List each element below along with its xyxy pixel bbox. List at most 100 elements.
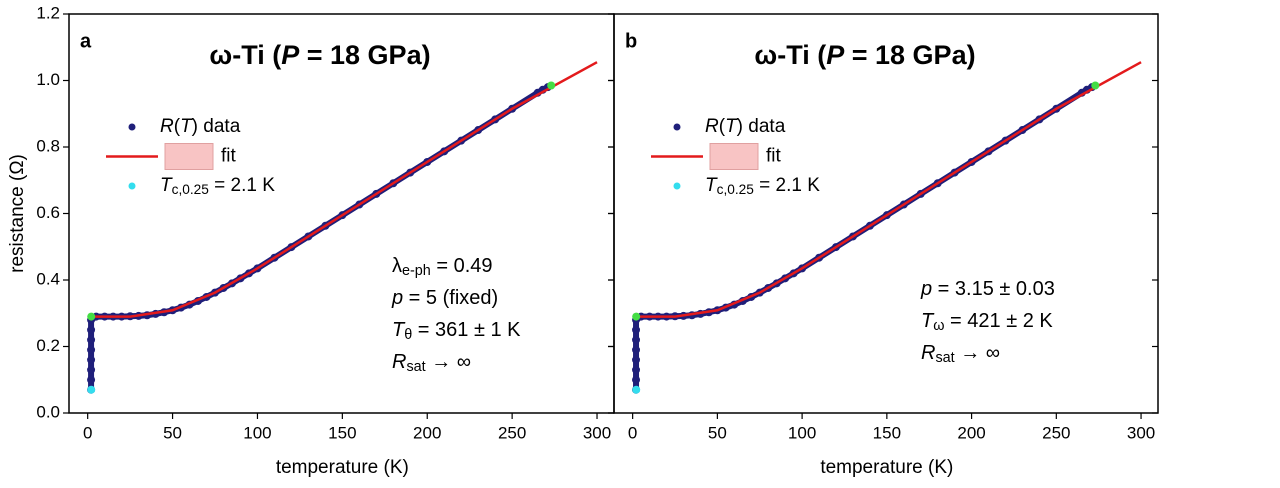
text-part: R: [392, 351, 406, 373]
text-part: p: [391, 287, 403, 309]
text-part: = 2.1 K: [209, 175, 275, 196]
annotation: λe-ph = 0.49: [392, 255, 493, 279]
x-tick-label: 250: [498, 423, 526, 442]
x-tick-label: 100: [788, 423, 816, 442]
legend-label: R(T) data: [160, 116, 241, 137]
x-tick-label: 200: [413, 423, 441, 442]
text-part: e-ph: [402, 263, 431, 279]
y-tick-label: 0.4: [36, 269, 60, 288]
y-tick-label: 0.8: [36, 136, 60, 155]
x-tick-label: 50: [708, 423, 727, 442]
text-part: = 18 GPa): [844, 40, 975, 70]
data-point: [632, 385, 641, 394]
text-part: θ: [404, 327, 412, 343]
data-point: [632, 355, 641, 364]
text-part: T: [921, 310, 935, 332]
x-tick-label: 0: [83, 423, 92, 442]
text-part: = 421 ± 2 K: [944, 310, 1053, 332]
legend-label: Tc,0.25 = 2.1 K: [705, 175, 820, 197]
legend-marker: [673, 123, 681, 131]
text-part: = 3.15 ± 0.03: [932, 278, 1055, 300]
text-part: → ∞: [426, 351, 471, 373]
data-point: [87, 365, 96, 374]
text-part: = 5 (fixed): [403, 287, 498, 309]
annotation: Rsat → ∞: [392, 351, 471, 375]
text-part: T: [705, 175, 718, 196]
text-part: fit: [221, 146, 237, 167]
data-point: [632, 335, 641, 344]
text-part: P: [281, 40, 300, 70]
panel-label: a: [80, 30, 92, 52]
x-tick-label: 150: [873, 423, 901, 442]
x-tick-label: 100: [243, 423, 271, 442]
data-point: [547, 81, 556, 90]
chart-title: ω-Ti (P = 18 GPa): [754, 40, 975, 70]
data-point: [632, 325, 641, 334]
data-point: [87, 325, 96, 334]
annotation: Tθ = 361 ± 1 K: [392, 319, 521, 343]
text-part: c,0.25: [172, 182, 210, 197]
text-part: λ: [392, 255, 402, 277]
x-tick-label: 200: [957, 423, 985, 442]
text-part: T: [180, 116, 193, 137]
text-part: ω-Ti (: [754, 40, 826, 70]
legend-label: fit: [766, 146, 782, 167]
text-part: T: [160, 175, 173, 196]
text-part: p: [920, 278, 932, 300]
legend-marker: [673, 182, 681, 190]
legend-label: fit: [221, 146, 237, 167]
text-part: R: [160, 116, 174, 137]
legend-label: Tc,0.25 = 2.1 K: [160, 175, 275, 197]
text-part: c,0.25: [717, 182, 755, 197]
x-tick-label: 300: [1127, 423, 1155, 442]
annotation: Rsat → ∞: [921, 342, 1000, 366]
text-part: sat: [406, 359, 425, 375]
x-tick-label: 300: [583, 423, 611, 442]
text-part: ω: [933, 318, 944, 334]
y-tick-label: 0.2: [36, 336, 60, 355]
text-part: ) data: [737, 116, 786, 137]
y-tick-label: 0.0: [36, 402, 60, 421]
text-part: P: [826, 40, 845, 70]
x-tick-label: 250: [1042, 423, 1070, 442]
x-tick-label: 50: [163, 423, 182, 442]
text-part: sat: [935, 350, 954, 366]
annotation: Tω = 421 ± 2 K: [921, 310, 1053, 334]
text-part: T: [725, 116, 738, 137]
text-part: ) data: [192, 116, 241, 137]
x-axis-label: temperature (K): [820, 457, 953, 478]
text-part: (: [174, 116, 181, 137]
y-tick-label: 0.6: [36, 203, 60, 222]
data-point: [87, 335, 96, 344]
y-tick-label: 1.0: [36, 70, 60, 89]
legend-band: [709, 143, 759, 170]
chart-title: ω-Ti (P = 18 GPa): [209, 40, 430, 70]
text-part: R: [921, 342, 935, 364]
legend-band: [164, 143, 214, 170]
y-axis-label: resistance (Ω): [7, 154, 28, 273]
x-tick-label: 0: [628, 423, 637, 442]
text-part: = 2.1 K: [754, 175, 820, 196]
text-part: → ∞: [955, 342, 1000, 364]
fit-line: [91, 61, 598, 318]
text-part: (: [719, 116, 726, 137]
data-point: [632, 312, 641, 321]
text-part: ω-Ti (: [209, 40, 281, 70]
fit-line: [636, 61, 1142, 318]
data-point: [87, 345, 96, 354]
data-point: [632, 365, 641, 374]
data-point: [632, 375, 641, 384]
data-point: [87, 385, 96, 394]
text-part: = 0.49: [431, 255, 493, 277]
text-part: R: [705, 116, 719, 137]
data-point: [1091, 81, 1100, 90]
data-point: [87, 312, 96, 321]
x-tick-label: 150: [328, 423, 356, 442]
data-point: [632, 345, 641, 354]
text-part: fit: [766, 146, 782, 167]
data-point: [87, 355, 96, 364]
text-part: = 18 GPa): [299, 40, 430, 70]
y-tick-label: 1.2: [36, 3, 60, 22]
legend-label: R(T) data: [705, 116, 786, 137]
